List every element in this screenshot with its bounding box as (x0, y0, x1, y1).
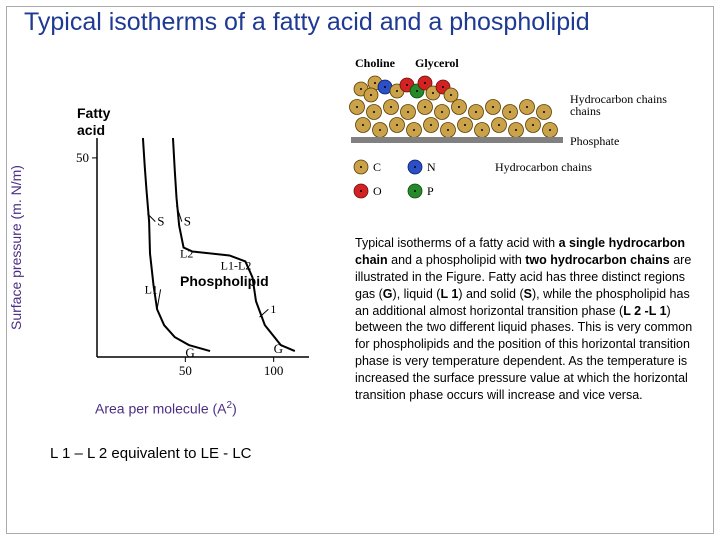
svg-text:G: G (274, 341, 283, 356)
body-b6: L 2 -L 1 (623, 304, 666, 318)
body-t1: Typical isotherms of a fatty acid with (355, 236, 555, 250)
fatty-label-line2: acid (77, 122, 105, 138)
svg-text:chains: chains (570, 104, 601, 118)
footnote: L 1 – L 2 equivalent to LE - LC (50, 445, 252, 462)
svg-text:Hydrocarbon chains: Hydrocarbon chains (495, 160, 592, 174)
molecule-diagram: Choline Glycerol Hydrocarbon chains chains P… (345, 55, 700, 215)
x-axis-post: ) (232, 401, 237, 417)
svg-text:100: 100 (264, 363, 284, 378)
body-b4: L 1 (440, 287, 458, 301)
body-b3: G (383, 287, 393, 301)
x-axis-pre: Area per molecule (A (95, 401, 227, 417)
svg-text:S: S (184, 214, 191, 229)
svg-text:C: C (373, 160, 381, 174)
svg-text:G: G (185, 345, 194, 360)
svg-text:P: P (427, 184, 434, 198)
page-title: Typical isotherms of a fatty acid and a … (24, 8, 696, 37)
svg-text:50: 50 (179, 363, 192, 378)
chart-svg: 50 50 100 S S L2 L1-L2 L1 1 G G (67, 130, 315, 385)
body-t5: ) and solid ( (458, 287, 523, 301)
body-paragraph: Typical isotherms of a fatty acid with a… (355, 235, 700, 404)
x-axis-label: Area per molecule (A2) (95, 400, 237, 417)
body-t2: and a phospholipid with (388, 253, 526, 267)
molecule-svg: Choline Glycerol Hydrocarbon chains chains P… (345, 55, 700, 215)
fatty-acid-label: Fatty acid (77, 105, 110, 139)
svg-text:S: S (157, 214, 164, 229)
phospholipid-label: Phospholipid (180, 273, 269, 289)
isotherm-chart: 50 50 100 S S L2 L1-L2 L1 1 G G (25, 130, 315, 410)
body-b2: two hydrocarbon chains (525, 253, 669, 267)
body-b5: S (524, 287, 532, 301)
svg-text:50: 50 (76, 150, 89, 165)
svg-text:Glycerol: Glycerol (415, 56, 459, 70)
svg-text:N: N (427, 160, 436, 174)
body-t4: ), liquid ( (393, 287, 441, 301)
svg-text:1: 1 (270, 302, 276, 316)
svg-text:L1-L2: L1-L2 (221, 258, 252, 272)
svg-text:Phosphate: Phosphate (570, 134, 619, 148)
svg-text:O: O (373, 184, 382, 198)
y-axis-label: Surface pressure (m. N/m) (8, 165, 24, 330)
svg-text:L2: L2 (180, 246, 193, 260)
body-t7: ) between the two different liquid phase… (355, 304, 692, 402)
svg-text:L1: L1 (145, 282, 158, 296)
fatty-label-line1: Fatty (77, 105, 110, 121)
svg-text:Choline: Choline (355, 56, 396, 70)
